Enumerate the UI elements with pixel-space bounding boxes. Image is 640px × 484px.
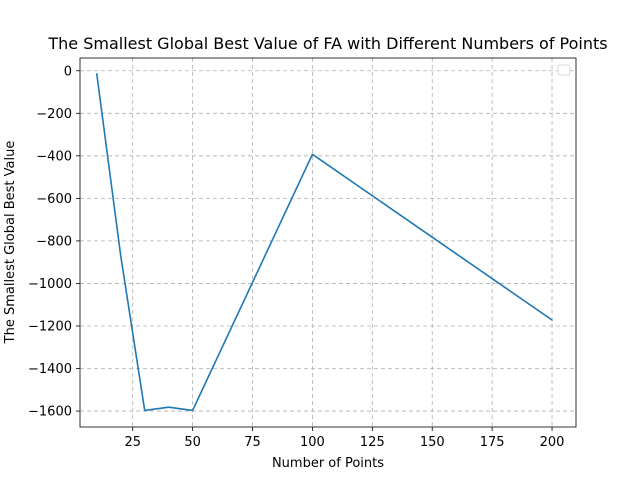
x-tick-label: 25	[124, 435, 141, 450]
x-tick-label: 125	[360, 435, 385, 450]
x-tick-label: 100	[300, 435, 325, 450]
x-tick-label: 75	[244, 435, 261, 450]
legend-box	[557, 64, 571, 76]
grid	[80, 58, 576, 427]
x-tick-label: 175	[480, 435, 505, 450]
y-tick-label: −1200	[28, 319, 72, 334]
series-line	[95, 73, 553, 412]
y-axis-label: The Smallest Global Best Value	[3, 141, 18, 345]
series-layer	[95, 73, 553, 412]
y-tick-label: 0	[64, 64, 72, 79]
y-tick-label: −600	[36, 192, 72, 207]
chart-title: The Smallest Global Best Value of FA wit…	[47, 34, 607, 53]
x-tick-label: 150	[420, 435, 445, 450]
y-tick-label: −200	[36, 107, 72, 122]
axis-ticks: 25 50 75 100 125 150 175 200 0 −200 −400 −600 −800 −1…	[28, 64, 564, 450]
y-tick-label: −400	[36, 149, 72, 164]
x-tick-label: 200	[540, 435, 565, 450]
x-tick-label: 50	[184, 435, 201, 450]
y-tick-label: −1600	[28, 405, 72, 420]
y-tick-label: −800	[36, 234, 72, 249]
plot-frame	[79, 57, 577, 428]
y-tick-label: −1000	[28, 277, 72, 292]
x-axis-label: Number of Points	[272, 456, 384, 471]
y-tick-label: −1400	[28, 362, 72, 377]
